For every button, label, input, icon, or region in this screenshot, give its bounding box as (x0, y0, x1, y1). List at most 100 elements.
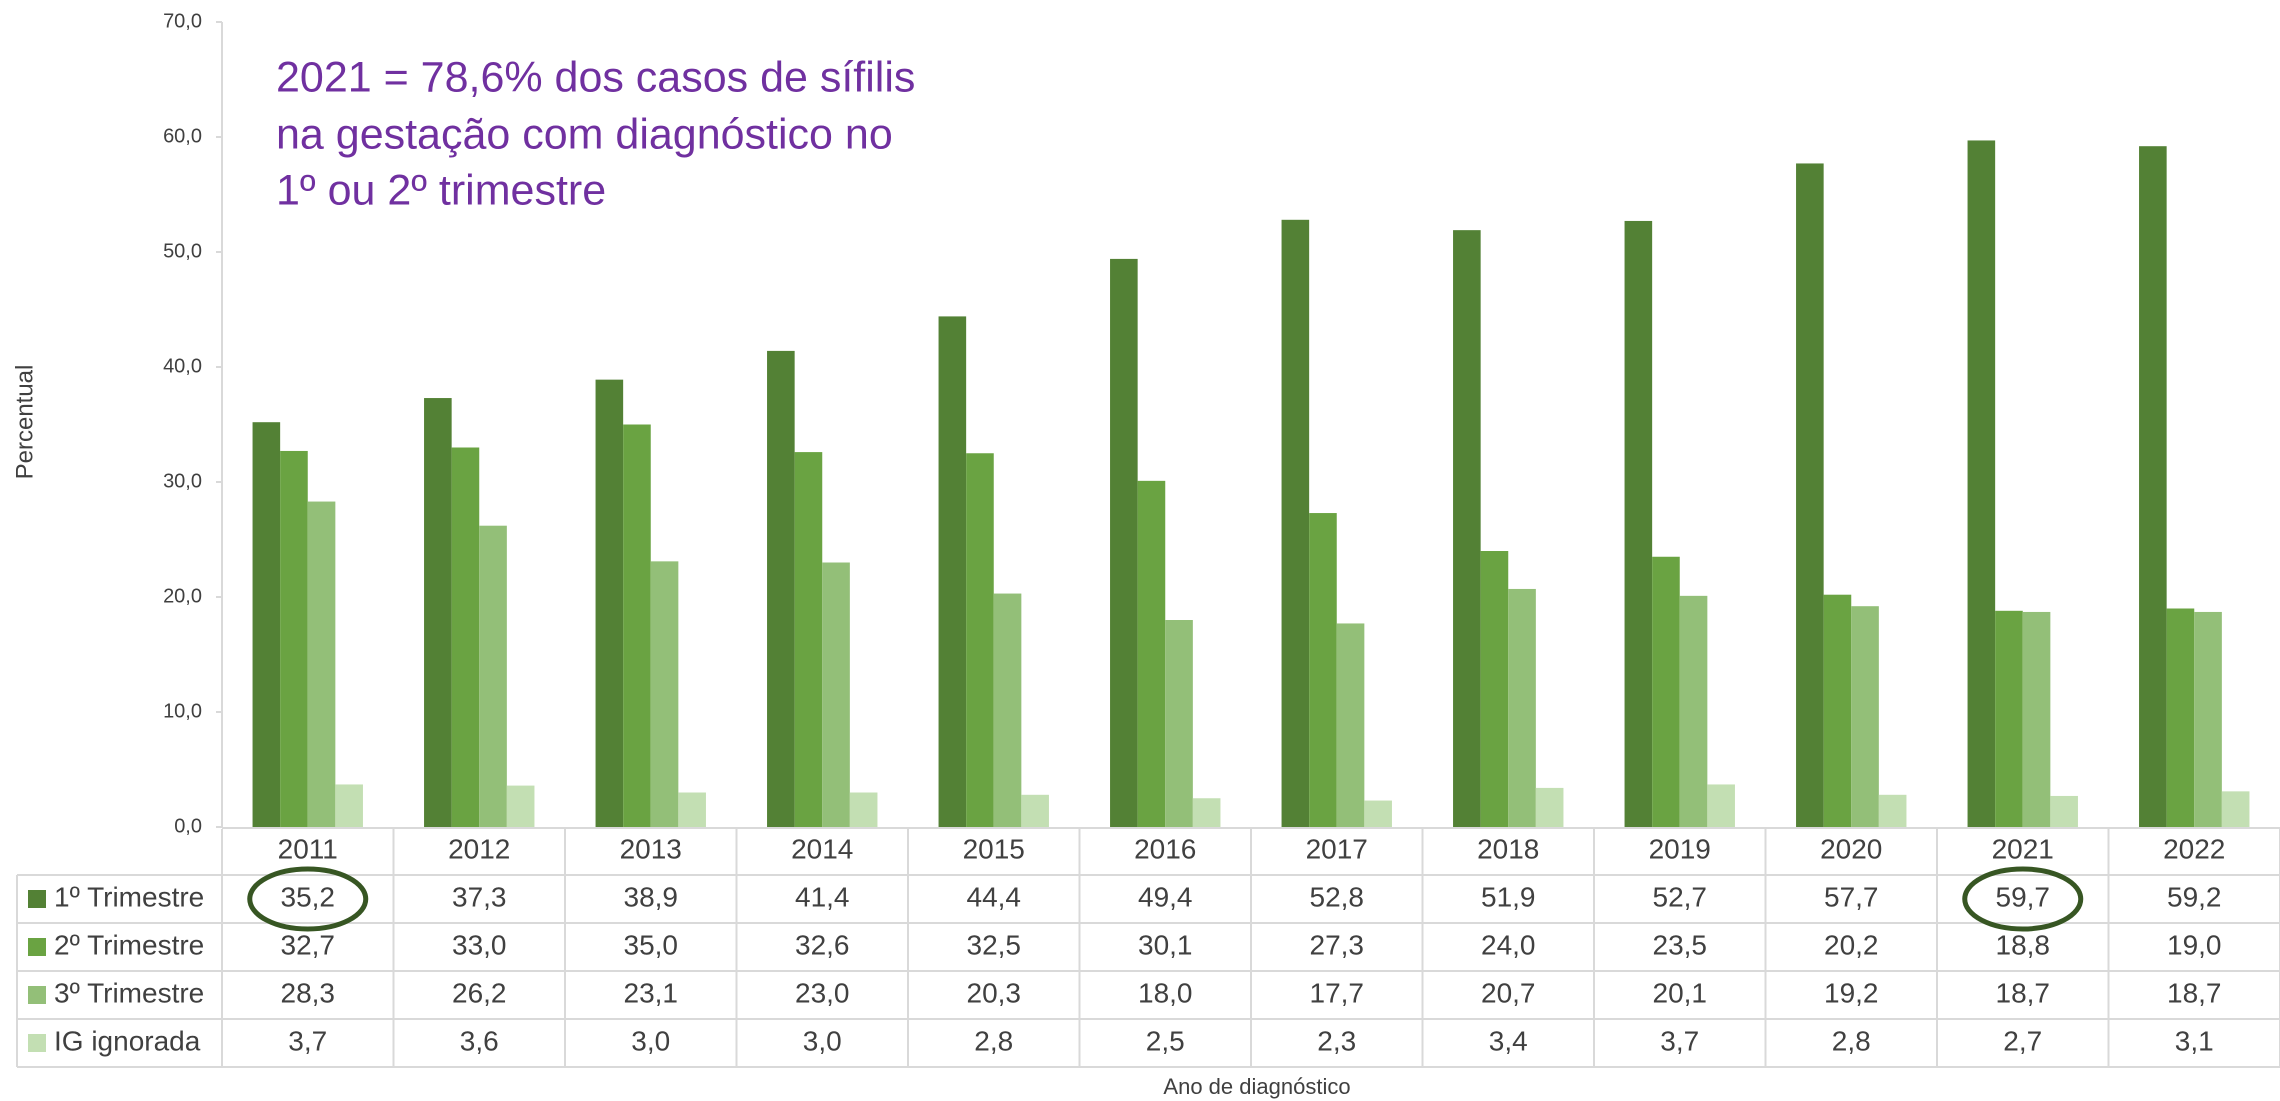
bar (1823, 594, 1852, 827)
bar (1192, 798, 1221, 827)
value-label: 3,0 (803, 1025, 842, 1056)
value-label: 23,5 (1653, 929, 1708, 960)
x-tick-label: 2011 (278, 833, 338, 864)
bar (938, 316, 967, 827)
x-tick-label: 2015 (963, 833, 1025, 864)
x-tick-label: 2019 (1649, 833, 1711, 864)
value-label: 52,8 (1310, 881, 1365, 912)
y-tick-label: 10,0 (163, 700, 202, 722)
x-tick-label: 2022 (2163, 833, 2225, 864)
x-axis-label: Ano de diagnóstico (1163, 1074, 1350, 1099)
value-label: 2,7 (2003, 1025, 2042, 1056)
value-label: 3,7 (1660, 1025, 1699, 1056)
value-label: 38,9 (624, 881, 679, 912)
bar (280, 450, 308, 827)
value-label: 20,3 (967, 977, 1022, 1008)
value-label: 37,3 (452, 881, 507, 912)
value-label: 2,8 (1832, 1025, 1871, 1056)
bar (2166, 608, 2195, 827)
value-label: 32,5 (967, 929, 1022, 960)
bar (794, 452, 823, 827)
annotation: 2021 = 78,6% dos casos de sífilis (276, 53, 915, 101)
value-label: 18,7 (1996, 977, 2051, 1008)
x-tick-label: 2012 (448, 833, 510, 864)
value-label: 32,6 (795, 929, 850, 960)
value-label: 23,0 (795, 977, 850, 1008)
legend-label: 1º Trimestre (54, 881, 204, 912)
bar (1165, 620, 1193, 827)
value-label: 51,9 (1481, 881, 1536, 912)
value-label: 49,4 (1138, 881, 1193, 912)
value-label: 17,7 (1310, 977, 1365, 1008)
bar (2139, 146, 2167, 827)
bar (1535, 787, 1564, 827)
bar (822, 562, 850, 827)
bar (849, 792, 878, 827)
y-tick-label: 0,0 (174, 815, 202, 837)
bar (1796, 163, 1824, 827)
bar (252, 422, 281, 827)
bar (1878, 794, 1907, 827)
bar (335, 784, 363, 827)
bar (2050, 795, 2078, 827)
value-label: 3,6 (460, 1025, 499, 1056)
bar (2194, 611, 2222, 827)
bar (1364, 800, 1392, 827)
value-label: 35,0 (624, 929, 679, 960)
bar (1453, 230, 1481, 827)
value-label: 59,7 (1996, 881, 2051, 912)
value-label: 18,7 (2167, 977, 2222, 1008)
legend-swatch (28, 890, 46, 908)
legend-label: 3º Trimestre (54, 977, 204, 1008)
legend-label: IG ignorada (54, 1025, 201, 1056)
x-tick-label: 2018 (1477, 833, 1539, 864)
bar (993, 593, 1022, 827)
value-label: 52,7 (1653, 881, 1708, 912)
value-label: 3,4 (1489, 1025, 1528, 1056)
bar (1110, 258, 1138, 827)
y-axis-label: Percentual (11, 365, 38, 480)
value-label: 19,0 (2167, 929, 2222, 960)
bar (1021, 794, 1049, 827)
value-label: 20,1 (1653, 977, 1708, 1008)
x-tick-label: 2017 (1306, 833, 1368, 864)
x-tick-label: 2020 (1820, 833, 1882, 864)
value-label: 20,2 (1824, 929, 1879, 960)
value-label: 44,4 (967, 881, 1022, 912)
x-tick-label: 2021 (1992, 833, 2054, 864)
x-tick-label: 2014 (791, 833, 853, 864)
value-label: 23,1 (624, 977, 679, 1008)
bar (966, 453, 994, 827)
bar (623, 424, 651, 827)
x-tick-label: 2016 (1134, 833, 1196, 864)
value-label: 30,1 (1138, 929, 1193, 960)
y-tick-label: 70,0 (163, 10, 202, 32)
value-label: 3,0 (631, 1025, 670, 1056)
bar (767, 350, 795, 827)
bar (1967, 140, 1996, 827)
highlight-circle (247, 866, 369, 932)
bar (1281, 219, 1310, 828)
legend-swatch (28, 986, 46, 1004)
value-label: 2,8 (974, 1025, 1013, 1056)
legend-swatch (28, 1034, 46, 1052)
legend-swatch (28, 938, 46, 956)
annotation: na gestação com diagnóstico no (276, 110, 893, 158)
y-tick-label: 40,0 (163, 355, 202, 377)
value-label: 3,7 (288, 1025, 327, 1056)
value-label: 24,0 (1481, 929, 1536, 960)
bar (479, 525, 507, 827)
value-label: 18,8 (1996, 929, 2051, 960)
value-label: 59,2 (2167, 881, 2222, 912)
value-label: 57,7 (1824, 881, 1879, 912)
bar (307, 501, 336, 827)
value-label: 35,2 (281, 881, 336, 912)
value-label: 26,2 (452, 977, 507, 1008)
y-tick-label: 20,0 (163, 585, 202, 607)
bar (1336, 623, 1365, 827)
bar (1995, 610, 2023, 827)
bar (506, 785, 535, 827)
bar (2022, 611, 2051, 827)
bar (424, 398, 452, 827)
bar (1652, 556, 1680, 827)
